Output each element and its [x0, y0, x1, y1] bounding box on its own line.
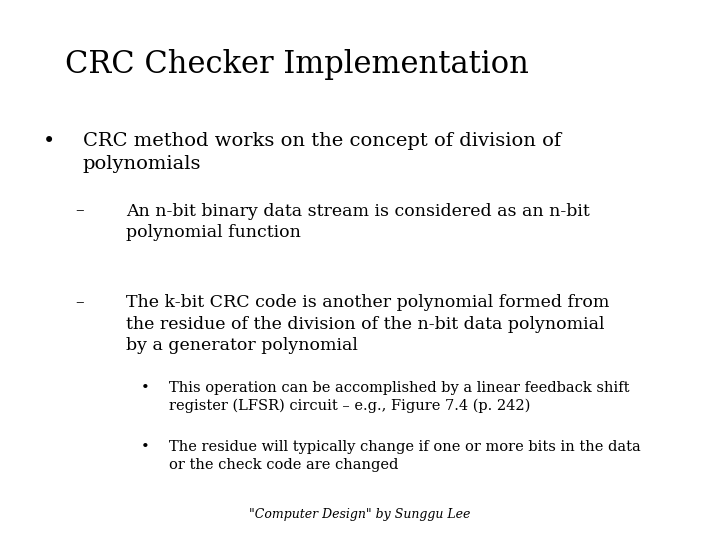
Text: The residue will typically change if one or more bits in the data
or the check c: The residue will typically change if one… — [169, 440, 641, 472]
Text: •: • — [140, 381, 149, 395]
Text: –: – — [76, 294, 84, 311]
Text: •: • — [43, 132, 55, 151]
Text: This operation can be accomplished by a linear feedback shift
register (LFSR) ci: This operation can be accomplished by a … — [169, 381, 630, 413]
Text: •: • — [140, 440, 149, 454]
Text: "Computer Design" by Sunggu Lee: "Computer Design" by Sunggu Lee — [249, 508, 471, 521]
Text: CRC method works on the concept of division of
polynomials: CRC method works on the concept of divis… — [83, 132, 561, 173]
Text: An n-bit binary data stream is considered as an n-bit
polynomial function: An n-bit binary data stream is considere… — [126, 202, 590, 241]
Text: CRC Checker Implementation: CRC Checker Implementation — [65, 49, 528, 79]
Text: The k-bit CRC code is another polynomial formed from
the residue of the division: The k-bit CRC code is another polynomial… — [126, 294, 609, 354]
Text: –: – — [76, 202, 84, 219]
